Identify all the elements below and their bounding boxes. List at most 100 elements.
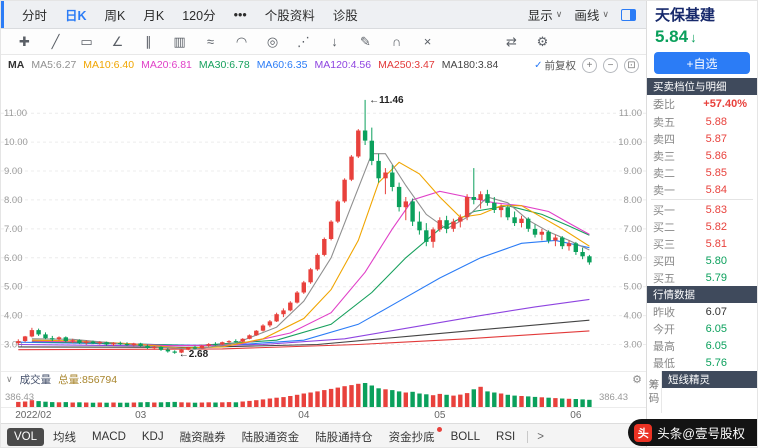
volume-bar [560,398,565,407]
tab-daily-k[interactable]: 日K [65,9,87,23]
volume-bar [179,402,184,407]
tab-northbound-holdings[interactable]: 陆股通持仓 [315,431,373,444]
volume-bar [111,402,116,407]
ma-indicator-row: MA MA5:6.27 MA10:6.40 MA20:6.81 MA30:6.78 MA… [1,55,646,75]
erase-tool-icon[interactable]: × [423,33,432,49]
market-data-row[interactable]: 最高 6.05 [647,337,757,354]
chart-main-column: 分时 日K 周K 月K 120分 ••• 个股资料 诊股 显示 ∨ 画线 ∨ ✚ ╱ ▭ ∠ ∥ ▥ ≈ ◠… [1,1,646,447]
sell-level-row[interactable]: 卖二 5.85 [647,164,757,181]
tab-120min[interactable]: 120分 [182,9,216,23]
rectangle-tool-icon[interactable]: ▭ [80,33,93,49]
candle-body [186,347,191,350]
volume-bar [152,402,157,407]
tab-timeshare[interactable]: 分时 [22,9,48,23]
tab-margin-trading[interactable]: 融资融券 [179,431,226,444]
tab-fund-bottom-fishing[interactable]: 资金抄底 [382,426,442,448]
level-price: 5.87 [705,132,727,145]
buy-level-row[interactable]: 买三 5.81 [647,235,757,252]
drawing-settings-icon[interactable]: ⚙ [536,33,549,49]
compare-tool-icon[interactable]: ⇄ [506,33,517,49]
tab-boll[interactable]: BOLL [450,430,481,443]
more-indicators-button[interactable]: > [527,430,544,443]
parallel-channel-tool-icon[interactable]: ∥ [145,33,152,49]
pencil-tool-icon[interactable]: ✎ [360,33,371,49]
level-label: 买三 [653,238,675,251]
ma-values: MA5:6.27 MA10:6.40 MA20:6.81 MA30:6.78 MA60:… [31,59,505,71]
toutiao-logo-icon: 头 [634,423,653,442]
pan-tool-icon[interactable]: ✚ [19,33,30,49]
candle-body [403,201,408,208]
buy-level-row[interactable]: 买二 5.82 [647,218,757,235]
level-label: 昨收 [653,306,675,319]
candle-body [56,337,62,340]
expand-chart-button[interactable]: ⊡ [624,57,639,73]
fib-circle-tool-icon[interactable]: ◎ [266,33,279,49]
display-dropdown[interactable]: 显示 ∨ [528,5,563,24]
tab-northbound-funds[interactable]: 陆股通资金 [241,431,300,444]
sell-level-row[interactable]: 卖四 5.87 [647,130,757,147]
x-axis-label: 2022/02 [15,410,52,421]
tab-stock-info[interactable]: 个股资料 [264,9,315,23]
buy-level-row[interactable]: 买五 5.79 [647,269,757,286]
buy-level-row[interactable]: 买四 5.80 [647,252,757,269]
tab-rsi[interactable]: RSI [496,430,516,443]
price-value: 5.84 [655,27,689,46]
candle-body [464,197,470,218]
panel-layout-icon[interactable] [621,8,636,21]
more-periods-button[interactable]: ••• [233,7,247,22]
tab-weekly-k[interactable]: 周K [104,9,126,23]
candle-body [288,302,293,311]
tab-monthly-k[interactable]: 月K [143,9,165,23]
candlestick-chart[interactable]: 3.00 3.00 4.00 4.00 5.00 5.00 6.00 6.00 7.00 7.00… [1,75,646,371]
level-label: 卖三 [653,150,675,163]
zoom-in-button[interactable]: + [582,57,597,73]
tab-vol[interactable]: VOL [7,427,45,446]
sell-level-row[interactable]: 卖一 5.84 [647,181,757,198]
volume-bar [498,393,504,407]
volume-pane[interactable]: ∨ 成交量 总量:856794 386.43 386.43 ⚙ [1,371,646,408]
volume-bar [553,398,558,407]
market-data-row[interactable]: 今开 6.05 [647,320,757,337]
volume-bar [417,393,422,407]
magnet-tool-icon[interactable]: ∩ [391,33,402,49]
chip-distribution-tab[interactable]: 筹码 [647,371,662,413]
zoom-out-button[interactable]: − [603,57,618,73]
volume-bar [526,396,531,407]
trendline-tool-icon[interactable]: ╱ [51,33,60,49]
arrow-marker-tool-icon[interactable]: ↓ [331,33,338,49]
volume-bar [444,394,449,407]
buy-level-row[interactable]: 买一 5.83 [647,201,757,218]
ma-value-ma180: MA180:3.84 [441,59,499,71]
market-data-row[interactable]: 昨收 6.07 [647,303,757,320]
sell-level-row[interactable]: 卖五 5.88 [647,113,757,130]
volume-bar [410,391,415,407]
candle-body [505,207,510,218]
market-data-row[interactable]: 最低 5.76 [647,354,757,371]
arc-tool-icon[interactable]: ◠ [235,33,248,49]
gann-grid-tool-icon[interactable]: ▥ [173,33,186,49]
stock-name: 天保基建 [655,7,716,24]
tab-kdj[interactable]: KDJ [141,430,164,443]
volume-bar [308,392,313,407]
candle-body [16,341,21,344]
fib-retracement-tool-icon[interactable]: ⋰ [297,33,310,49]
level-price: 6.07 [705,305,727,318]
volume-bar [172,401,177,407]
tab-ma[interactable]: 均线 [53,431,77,444]
collapse-volume-icon[interactable]: ∨ [6,373,13,384]
forward-adjust-toggle[interactable]: ✓ 前复权 [534,58,576,73]
chevron-down-icon: ∨ [602,9,609,19]
period-toolbar: 分时 日K 周K 月K 120分 ••• 个股资料 诊股 显示 ∨ 画线 ∨ [1,1,646,29]
add-watchlist-button[interactable]: +自选 [654,52,750,74]
candle-body [138,343,143,346]
tab-macd[interactable]: MACD [92,430,126,443]
tab-diagnose[interactable]: 诊股 [332,9,358,23]
gear-icon[interactable]: ⚙ [632,374,642,386]
sell-level-row[interactable]: 卖三 5.86 [647,147,757,164]
volume-bar [50,402,55,407]
drawline-dropdown[interactable]: 画线 ∨ [574,5,609,24]
candle-body [145,346,150,348]
wave-tool-icon[interactable]: ≈ [206,33,215,49]
volume-bar [138,402,143,407]
angle-tool-icon[interactable]: ∠ [111,33,124,49]
